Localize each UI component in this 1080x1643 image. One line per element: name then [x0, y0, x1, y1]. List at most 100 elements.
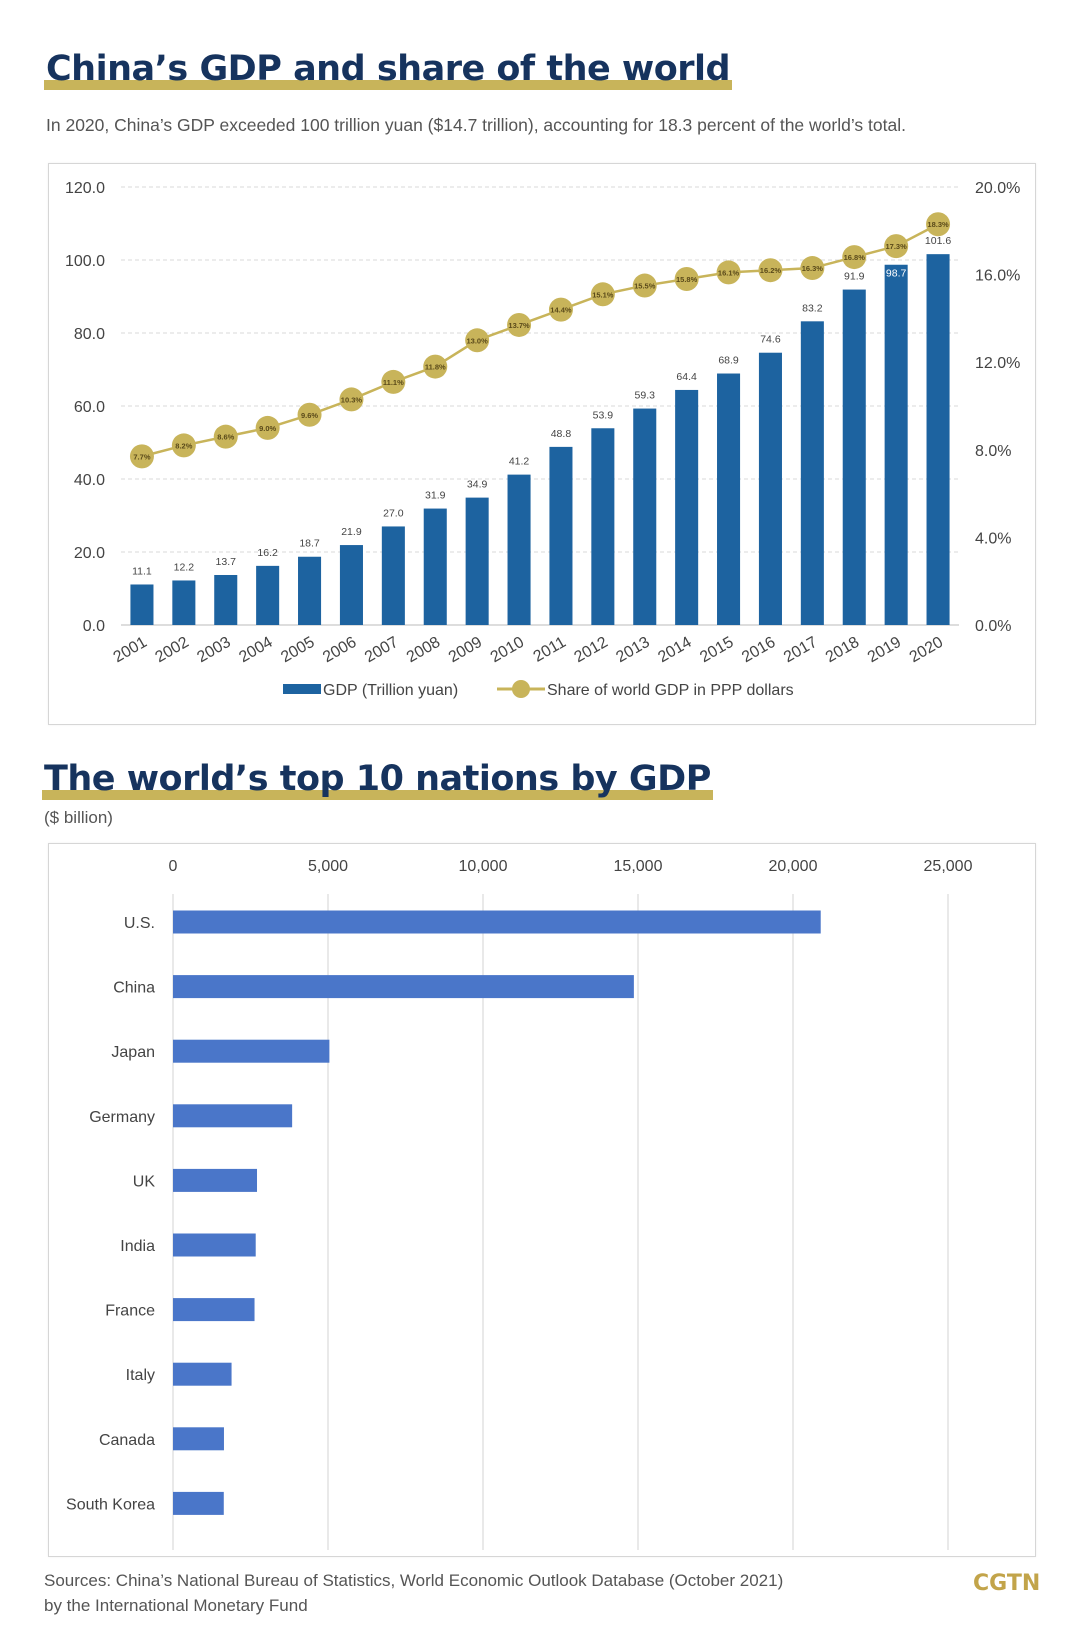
country-label: Germany: [89, 1109, 155, 1126]
x-axis-year-label: 2018: [823, 634, 862, 667]
right-axis-tick: 4.0%: [975, 530, 1011, 547]
share-marker-label: 17.3%: [886, 242, 908, 251]
right-axis-tick: 20.0%: [975, 180, 1020, 197]
country-label: Canada: [99, 1432, 155, 1449]
sources-note: Sources: China’s National Bureau of Stat…: [44, 1568, 864, 1618]
share-marker: [465, 328, 490, 353]
country-label: Japan: [111, 1044, 155, 1061]
gdp-bar-label: 74.6: [760, 334, 781, 346]
country-label: France: [105, 1303, 155, 1320]
share-marker: [674, 266, 699, 291]
gdp-bar: [130, 584, 154, 625]
country-bar: [173, 1233, 256, 1257]
gdp-bar-label: 53.9: [593, 409, 614, 421]
x-axis-year-label: 2012: [572, 634, 611, 667]
country-bar: [173, 1491, 224, 1515]
share-marker: [926, 212, 951, 237]
gdp-bar-label: 101.6: [925, 235, 951, 247]
x-axis-year-label: 2010: [488, 634, 527, 667]
share-marker: [590, 282, 615, 307]
share-marker: [884, 234, 909, 259]
chart2-unit-label: ($ billion): [44, 808, 113, 827]
gdp-bar: [339, 545, 363, 625]
x-axis-tick: 25,000: [924, 858, 973, 875]
gdp-bar: [172, 580, 196, 625]
country-bar: [173, 975, 634, 999]
gdp-bar-label: 48.8: [551, 428, 572, 440]
share-marker-label: 11.1%: [383, 378, 404, 387]
x-axis-year-label: 2013: [613, 634, 652, 667]
x-axis-tick: 0: [169, 858, 178, 875]
share-marker-label: 9.6%: [301, 411, 318, 420]
top10-bar-chart: 0 5,000 10,000 15,000 20,000 25,000 U.S. China J…: [66, 858, 973, 1550]
share-marker: [213, 424, 238, 449]
share-marker-label: 16.1%: [718, 268, 740, 277]
sources-line-1: Sources: China’s National Bureau of Stat…: [44, 1571, 784, 1590]
gdp-bar: [423, 508, 447, 625]
gdp-bar-label: 18.7: [299, 538, 320, 550]
gdp-bar: [758, 352, 782, 625]
country-bar: [173, 910, 821, 934]
share-marker-label: 16.8%: [844, 253, 866, 262]
legend-bar-label: GDP (Trillion yuan): [323, 682, 458, 699]
left-axis-tick: 20.0: [74, 545, 105, 562]
gdp-bar: [549, 446, 573, 625]
gdp-bar: [507, 474, 531, 625]
share-marker-label: 13.7%: [508, 321, 530, 330]
gdp-bar-label: 12.2: [174, 561, 195, 573]
right-axis-tick: 12.0%: [975, 355, 1020, 372]
x-axis-year-label: 2001: [111, 634, 150, 667]
gdp-bar-label: 31.9: [425, 490, 446, 502]
left-axis-tick: 40.0: [74, 472, 105, 489]
x-axis-year-label: 2014: [655, 634, 694, 667]
share-marker-label: 14.4%: [550, 306, 572, 315]
left-axis-tick: 60.0: [74, 399, 105, 416]
left-axis-tick: 120.0: [65, 180, 105, 197]
gdp-bar-label: 27.0: [383, 507, 404, 519]
sources-line-2: by the International Monetary Fund: [44, 1596, 308, 1615]
share-marker-label: 16.3%: [802, 264, 824, 273]
share-marker: [129, 444, 154, 469]
legend-bar-swatch: [283, 684, 321, 694]
gdp-bar: [381, 526, 405, 625]
share-marker-label: 10.3%: [341, 395, 363, 404]
x-axis-year-label: 2009: [446, 634, 485, 667]
share-marker: [716, 260, 741, 285]
share-marker: [842, 245, 867, 270]
share-marker-label: 15.5%: [634, 282, 656, 291]
x-axis-tick: 20,000: [769, 858, 818, 875]
country-bar: [173, 1168, 258, 1192]
gdp-bar-label: 21.9: [341, 526, 362, 538]
x-axis-tick: 15,000: [614, 858, 663, 875]
gdp-bar-label: 91.9: [844, 271, 865, 283]
x-axis-year-label: 2006: [320, 634, 359, 667]
share-marker: [381, 369, 406, 394]
legend-line-label: Share of world GDP in PPP dollars: [547, 682, 794, 699]
gdp-bar: [675, 389, 699, 625]
country-label: China: [113, 980, 155, 997]
share-marker: [255, 415, 280, 440]
right-axis-tick: 16.0%: [975, 268, 1020, 285]
share-marker-label: 18.3%: [927, 220, 949, 229]
share-marker: [758, 258, 783, 283]
gdp-combo-chart: 0.0 20.0 40.0 60.0 80.0 100.0 120.0 0.0% 4.0% 8.0…: [65, 180, 1020, 699]
gdp-bar-label: 59.3: [635, 390, 656, 402]
country-label: U.S.: [124, 915, 155, 932]
share-marker: [171, 433, 196, 458]
chart1-heading: China’s GDP and share of the world: [43, 49, 733, 90]
share-marker: [297, 402, 322, 427]
left-axis-tick: 0.0: [83, 618, 105, 635]
gdp-bar-label: 41.2: [509, 456, 530, 468]
country-label: South Korea: [66, 1496, 155, 1513]
x-axis-year-label: 2007: [362, 634, 401, 667]
gdp-chart-panel: 0.0 20.0 40.0 60.0 80.0 100.0 120.0 0.0% 4.0% 8.0…: [48, 163, 1036, 725]
share-marker: [548, 297, 573, 322]
gdp-bar: [884, 264, 908, 625]
x-axis-year-label: 2016: [739, 634, 778, 667]
country-bar: [173, 1427, 224, 1451]
gdp-bar: [633, 408, 657, 625]
country-bar: [173, 1362, 232, 1386]
country-label: Italy: [126, 1367, 155, 1384]
chart1-legend: GDP (Trillion yuan) Share of world GDP in…: [283, 680, 794, 699]
x-axis-year-label: 2005: [278, 634, 317, 667]
